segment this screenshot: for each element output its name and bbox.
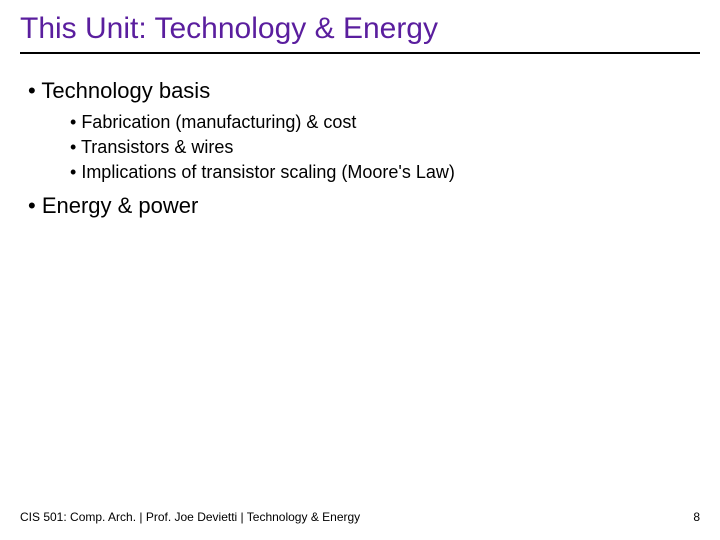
slide-footer: CIS 501: Comp. Arch. | Prof. Joe Deviett…: [20, 510, 700, 524]
bullet-l2: Fabrication (manufacturing) & cost: [70, 112, 700, 133]
bullet-l1-label: Technology basis: [41, 78, 210, 103]
bullet-l2-label: Fabrication (manufacturing) & cost: [81, 112, 356, 132]
bullet-l1: Technology basis Fabrication (manufactur…: [28, 78, 700, 183]
bullet-l2: Transistors & wires: [70, 137, 700, 158]
bullet-l2: Implications of transistor scaling (Moor…: [70, 162, 700, 183]
title-underline: [20, 52, 700, 54]
bullet-l2-label: Implications of transistor scaling (Moor…: [81, 162, 455, 182]
slide-content: Technology basis Fabrication (manufactur…: [20, 78, 700, 219]
page-number: 8: [693, 510, 700, 524]
bullet-l1: Energy & power: [28, 193, 700, 219]
bullet-list: Technology basis Fabrication (manufactur…: [28, 78, 700, 219]
bullet-l1-label: Energy & power: [42, 193, 199, 218]
slide: This Unit: Technology & Energy Technolog…: [0, 0, 720, 540]
slide-title: This Unit: Technology & Energy: [20, 12, 700, 46]
bullet-sublist: Fabrication (manufacturing) & cost Trans…: [70, 112, 700, 183]
footer-text: CIS 501: Comp. Arch. | Prof. Joe Deviett…: [20, 510, 360, 524]
bullet-l2-label: Transistors & wires: [81, 137, 233, 157]
